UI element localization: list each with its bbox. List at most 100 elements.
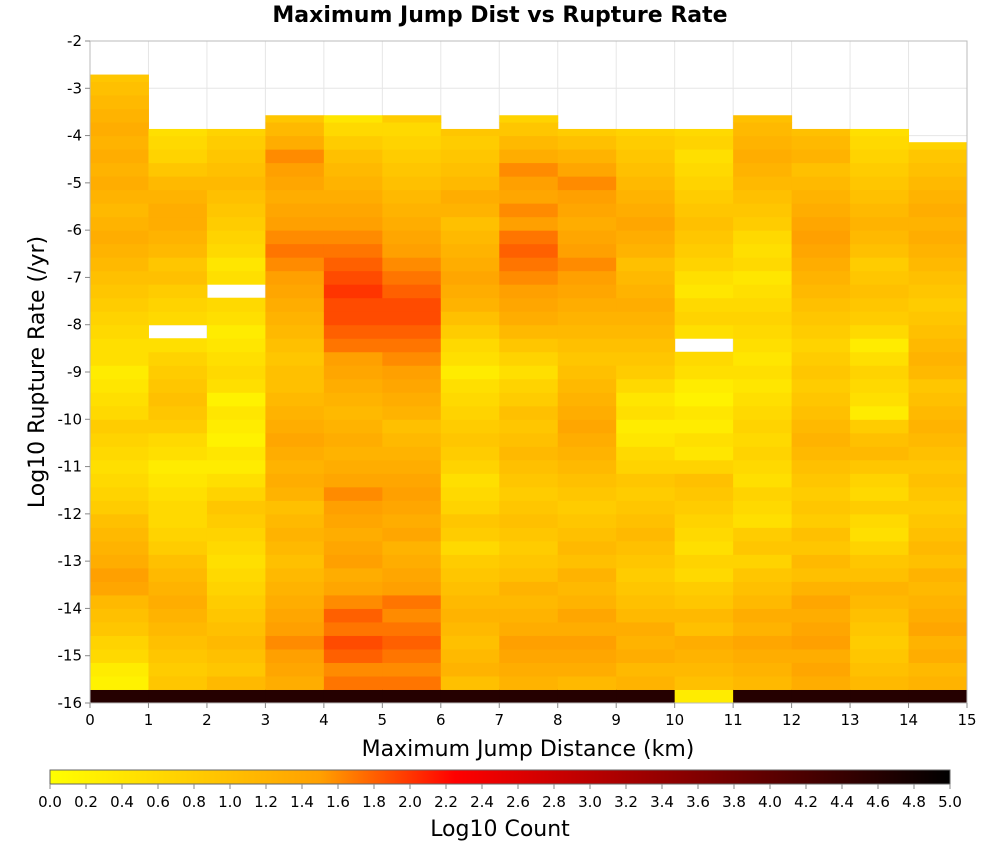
heatmap-cell xyxy=(90,446,149,461)
heatmap-cell xyxy=(616,365,676,380)
heatmap-cell xyxy=(90,189,149,204)
heatmap-cell xyxy=(440,284,500,299)
heatmap-cell xyxy=(323,297,383,312)
heatmap-cell xyxy=(908,324,968,339)
heatmap-cell xyxy=(206,527,266,542)
heatmap-cell xyxy=(908,540,968,555)
heatmap-cell xyxy=(90,648,149,663)
heatmap-cell xyxy=(206,203,266,218)
heatmap-cell xyxy=(323,446,383,461)
heatmap-cell xyxy=(90,378,149,393)
heatmap-cell xyxy=(148,446,208,461)
heatmap-cell xyxy=(206,675,266,690)
heatmap-cell xyxy=(323,189,383,204)
heatmap-cell xyxy=(733,459,793,474)
heatmap-cell xyxy=(850,297,910,312)
heatmap-cell xyxy=(791,135,851,150)
heatmap-cell xyxy=(90,95,149,110)
heatmap-cell xyxy=(440,149,500,164)
heatmap-cell xyxy=(90,689,149,704)
heatmap-cell xyxy=(850,500,910,515)
heatmap-cell xyxy=(90,527,149,542)
heatmap-cell xyxy=(908,635,968,650)
heatmap-cell xyxy=(850,392,910,407)
heatmap-cell xyxy=(674,554,734,569)
heatmap-cell xyxy=(148,257,208,272)
heatmap-cell xyxy=(733,662,793,677)
heatmap-cell xyxy=(90,405,149,420)
heatmap-cell xyxy=(616,621,676,636)
heatmap-cell xyxy=(265,135,325,150)
heatmap-cell xyxy=(791,392,851,407)
heatmap-cell xyxy=(206,378,266,393)
heatmap-cell xyxy=(557,662,617,677)
heatmap-cell xyxy=(791,405,851,420)
heatmap-cell xyxy=(265,446,325,461)
heatmap-cell xyxy=(382,459,442,474)
heatmap-cell xyxy=(557,405,617,420)
heatmap-cell xyxy=(674,378,734,393)
heatmap-cell xyxy=(791,149,851,164)
heatmap-cell xyxy=(382,473,442,488)
heatmap-cell xyxy=(733,540,793,555)
heatmap-cell xyxy=(323,115,383,123)
heatmap-cell xyxy=(90,162,149,177)
heatmap-cell xyxy=(323,176,383,191)
heatmap-cell xyxy=(499,122,559,137)
heatmap-cell xyxy=(850,554,910,569)
heatmap-cell xyxy=(791,203,851,218)
heatmap-cell xyxy=(499,162,559,177)
heatmap-cell xyxy=(265,527,325,542)
heatmap-cell xyxy=(382,297,442,312)
heatmap-cell xyxy=(499,149,559,164)
heatmap-cell xyxy=(148,513,208,528)
heatmap-cell xyxy=(90,486,149,501)
heatmap-cell xyxy=(733,243,793,258)
heatmap-cell xyxy=(148,230,208,245)
heatmap-cell xyxy=(440,486,500,501)
heatmap-cell xyxy=(733,378,793,393)
heatmap-cell xyxy=(148,203,208,218)
y-tick-label: -15 xyxy=(58,647,83,665)
heatmap-cell xyxy=(616,311,676,326)
heatmap-cell xyxy=(616,635,676,650)
heatmap-cell xyxy=(382,324,442,339)
heatmap-cell xyxy=(382,567,442,582)
colorbar-tick-label: 3.4 xyxy=(650,793,674,811)
heatmap-cell xyxy=(382,122,442,137)
y-tick-label: -4 xyxy=(67,127,82,145)
heatmap-cell xyxy=(440,608,500,623)
heatmap-cell xyxy=(850,662,910,677)
heatmap-cell xyxy=(674,257,734,272)
heatmap-cell xyxy=(323,527,383,542)
heatmap-cell xyxy=(499,405,559,420)
heatmap-cell xyxy=(557,230,617,245)
heatmap-cell xyxy=(323,473,383,488)
heatmap-cell xyxy=(206,162,266,177)
heatmap-cell xyxy=(616,419,676,434)
heatmap-cell xyxy=(557,378,617,393)
heatmap-cell xyxy=(90,581,149,596)
heatmap-cell xyxy=(440,405,500,420)
heatmap-cell xyxy=(791,351,851,366)
heatmap-cell xyxy=(499,432,559,447)
heatmap-cell xyxy=(674,419,734,434)
colorbar-tick-label: 4.8 xyxy=(902,793,926,811)
heatmap-cell xyxy=(382,675,442,690)
heatmap-cell xyxy=(674,473,734,488)
heatmap-cell xyxy=(382,648,442,663)
heatmap-cell xyxy=(265,243,325,258)
heatmap-cell xyxy=(265,378,325,393)
heatmap-cell xyxy=(791,473,851,488)
heatmap-cell xyxy=(850,311,910,326)
colorbar-tick-label: 2.0 xyxy=(398,793,422,811)
heatmap-cell xyxy=(265,230,325,245)
heatmap-cell xyxy=(323,581,383,596)
heatmap-cell xyxy=(440,662,500,677)
heatmap-cell xyxy=(850,621,910,636)
heatmap-cell xyxy=(148,128,208,137)
heatmap-cell xyxy=(206,243,266,258)
heatmap-cell xyxy=(908,162,968,177)
heatmap-cell xyxy=(499,311,559,326)
heatmap-cell xyxy=(908,419,968,434)
